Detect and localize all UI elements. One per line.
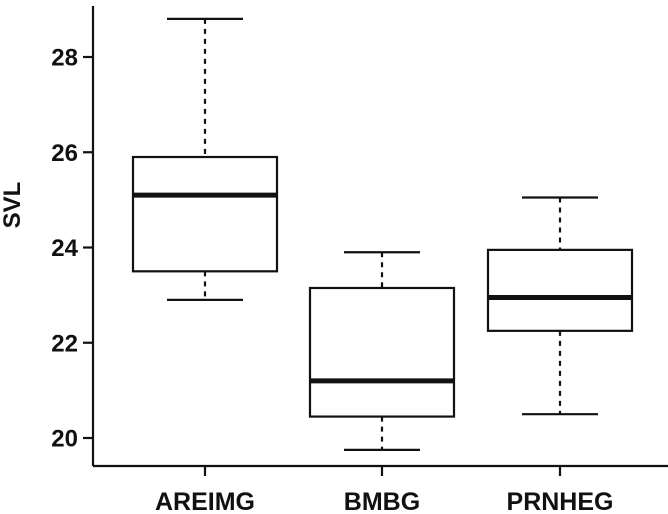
y-tick-label: 22 bbox=[51, 330, 78, 357]
box-group bbox=[131, 17, 279, 301]
y-tick-label: 24 bbox=[51, 235, 78, 262]
y-tick-label: 28 bbox=[51, 45, 78, 72]
x-tick-label: PRNHEG bbox=[507, 488, 614, 514]
iqr-box bbox=[486, 248, 634, 332]
box-group bbox=[308, 251, 456, 452]
axes-layer: 20 22 24 26 28 AREIMG BMBG PRNHEG bbox=[51, 6, 668, 514]
box-group bbox=[486, 196, 634, 416]
y-axis-title: SVL bbox=[0, 182, 26, 229]
iqr-box bbox=[308, 286, 456, 418]
x-tick-label: BMBG bbox=[344, 488, 420, 514]
boxes-layer bbox=[131, 17, 634, 452]
y-tick-label: 20 bbox=[51, 426, 78, 453]
x-tick-label: AREIMG bbox=[155, 488, 255, 514]
iqr-box bbox=[131, 155, 279, 273]
y-tick-label: 26 bbox=[51, 140, 78, 167]
